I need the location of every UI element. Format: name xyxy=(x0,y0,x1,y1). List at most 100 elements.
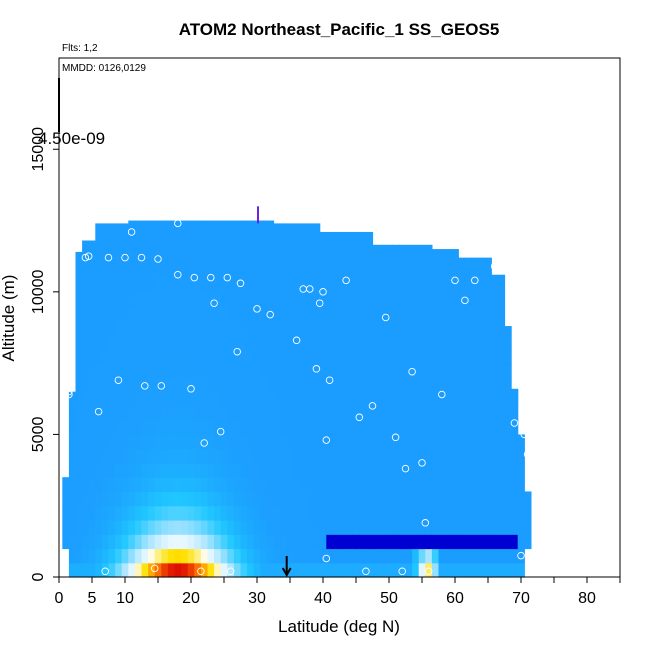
heatmap-cell xyxy=(128,505,136,521)
heatmap-cell xyxy=(471,257,479,264)
heatmap-cell xyxy=(286,348,294,364)
heatmap-cell xyxy=(365,320,374,336)
heatmap-cell xyxy=(445,306,453,321)
heatmap-cell xyxy=(82,291,90,307)
heatmap-cell xyxy=(115,263,123,279)
heatmap-cell xyxy=(141,249,149,264)
heatmap-cell xyxy=(174,291,182,307)
heatmap-cell xyxy=(392,391,400,407)
heatmap-cell xyxy=(346,420,354,436)
heatmap-cell xyxy=(332,377,341,393)
heatmap-cell xyxy=(464,477,473,493)
heatmap-cell xyxy=(418,562,426,578)
heatmap-cell xyxy=(82,505,90,521)
heatmap-cell xyxy=(115,420,123,436)
heatmap-cell xyxy=(385,320,393,336)
heatmap-cell xyxy=(504,405,512,421)
heatmap-cell xyxy=(504,363,512,378)
heatmap-cell xyxy=(266,448,275,464)
heatmap-cell xyxy=(194,477,202,493)
heatmap-cell xyxy=(405,505,413,521)
heatmap-cell xyxy=(412,562,420,578)
heatmap-cell xyxy=(352,448,360,464)
heatmap-cell xyxy=(497,448,506,464)
heatmap-cell xyxy=(181,434,189,450)
heatmap-cell xyxy=(207,363,215,378)
heatmap-cell xyxy=(174,434,182,450)
heatmap-cell xyxy=(273,348,281,364)
heatmap-cell xyxy=(306,291,314,307)
heatmap-cell xyxy=(260,505,268,521)
heatmap-cell xyxy=(372,391,380,407)
heatmap-cell xyxy=(418,363,426,378)
heatmap-cell xyxy=(266,548,275,564)
heatmap-cell xyxy=(273,291,281,307)
heatmap-cell xyxy=(319,363,327,378)
observation-point xyxy=(187,385,195,393)
heatmap-cell xyxy=(82,462,90,478)
heatmap-cell xyxy=(392,462,400,478)
heatmap-cell xyxy=(339,462,347,478)
heatmap-cell xyxy=(431,291,440,307)
heatmap-cell xyxy=(484,306,492,321)
heatmap-cell xyxy=(194,462,202,478)
heatmap-cell xyxy=(88,491,96,507)
heatmap-cell xyxy=(167,334,176,350)
heatmap-cell xyxy=(497,377,506,393)
heatmap-cell xyxy=(207,405,215,421)
heatmap-cell xyxy=(266,277,275,293)
heatmap-cell xyxy=(161,348,169,364)
heatmap-cell xyxy=(339,405,347,421)
heatmap-cell xyxy=(438,505,446,521)
heatmap-cell xyxy=(181,405,189,421)
heatmap-cell xyxy=(240,320,248,336)
heatmap-cell xyxy=(260,462,268,478)
heatmap-cell xyxy=(451,363,459,378)
heatmap-cell xyxy=(511,477,519,493)
observation-point xyxy=(94,407,103,416)
heatmap-cell xyxy=(167,491,176,507)
heatmap-cell xyxy=(280,534,288,550)
heatmap-cell xyxy=(128,491,136,507)
heatmap-cell xyxy=(339,391,347,407)
heatmap-cell xyxy=(141,434,149,450)
heatmap-cell xyxy=(280,291,288,307)
heatmap-cell xyxy=(227,249,235,264)
heatmap-cell xyxy=(187,234,195,250)
heatmap-cell xyxy=(82,477,90,493)
heatmap-cell xyxy=(167,249,176,264)
heatmap-cell xyxy=(438,477,446,493)
heatmap-cell xyxy=(339,348,347,364)
heatmap-cell xyxy=(352,491,360,507)
heatmap-cell xyxy=(319,377,327,393)
heatmap-cell xyxy=(148,306,156,321)
heatmap-cell xyxy=(293,505,301,521)
heatmap-cell xyxy=(332,534,341,550)
heatmap-cell xyxy=(293,519,301,535)
heatmap-cell xyxy=(418,505,426,521)
observation-point xyxy=(157,382,166,390)
heatmap-cell xyxy=(253,548,261,564)
heatmap-cell xyxy=(141,334,149,350)
heatmap-cell xyxy=(491,548,499,564)
observation-point xyxy=(197,567,205,576)
heatmap-cell xyxy=(280,223,288,236)
heatmap-cell xyxy=(379,363,387,378)
heatmap-cell xyxy=(161,234,169,250)
heatmap-cell xyxy=(299,434,308,450)
heatmap-cell xyxy=(260,234,268,250)
heatmap-cell xyxy=(365,448,374,464)
heatmap-cell xyxy=(431,377,440,393)
heatmap-cell xyxy=(517,534,525,550)
heatmap-cell xyxy=(273,277,281,293)
heatmap-cell xyxy=(359,348,367,364)
heatmap-cell xyxy=(227,405,235,421)
heatmap-cell xyxy=(273,477,281,493)
heatmap-cell xyxy=(227,448,235,464)
heatmap-cell xyxy=(101,519,110,535)
heatmap-cell xyxy=(471,391,479,407)
heatmap-cell xyxy=(313,462,321,478)
heatmap-cell xyxy=(286,249,294,264)
heatmap-cell xyxy=(293,348,301,364)
heatmap-cell xyxy=(233,505,242,521)
